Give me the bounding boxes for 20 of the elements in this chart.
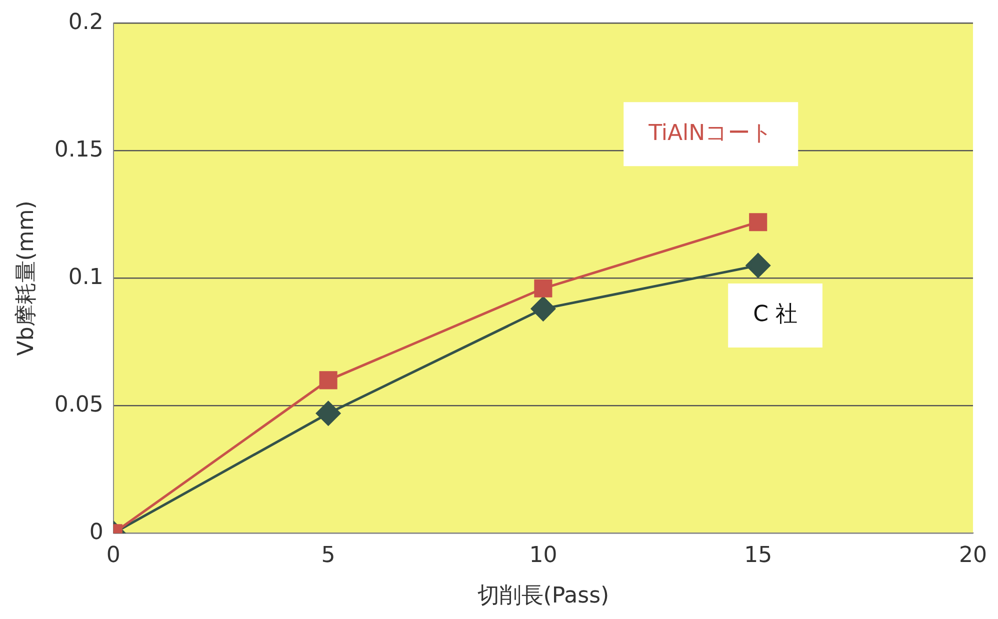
point (319, 371, 338, 390)
x-tick-label: 5 (321, 543, 336, 568)
y-tick-label: 0.1 (68, 264, 104, 290)
point (534, 279, 552, 298)
y-tick-label: 0.05 (54, 392, 104, 418)
x-tick-label: 10 (529, 543, 558, 568)
x-axis-title: 切削長(Pass) (477, 584, 610, 609)
point (316, 401, 341, 426)
y-axis-title: Vb摩耗量(mm) (14, 200, 39, 356)
y-tick-label: 0.15 (54, 137, 104, 162)
x-tick-label: 15 (744, 543, 772, 568)
point (749, 213, 768, 232)
x-tick-label: 20 (959, 543, 987, 568)
y-tick-label: 0 (89, 520, 104, 545)
y-tick-label: 0.2 (68, 10, 104, 35)
series-label: C 社 (753, 302, 798, 328)
text: TiAlNコート (648, 120, 774, 146)
point (530, 296, 556, 322)
point (746, 253, 770, 278)
x-tick-label: 0 (106, 543, 120, 568)
